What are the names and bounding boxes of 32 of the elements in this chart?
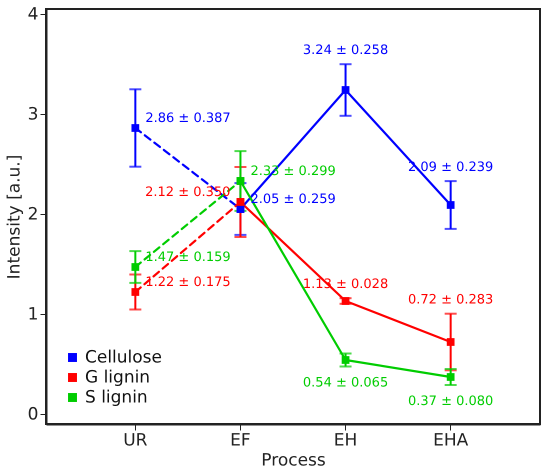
x-tick-label: EF <box>230 430 251 450</box>
data-label: 2.12 ± 0.350 <box>145 185 230 200</box>
data-label: 0.72 ± 0.283 <box>408 292 494 308</box>
point <box>236 177 244 185</box>
x-tick-label: UR <box>123 430 148 450</box>
point <box>131 124 140 132</box>
x-tick-label: EH <box>334 430 358 450</box>
point <box>342 297 350 305</box>
point <box>446 338 455 346</box>
point <box>131 288 140 296</box>
x-tick-label: EHA <box>433 430 469 450</box>
y-tick-label: 1 <box>28 304 38 324</box>
data-label: 0.54 ± 0.065 <box>302 376 388 390</box>
point <box>131 263 140 271</box>
point <box>342 356 350 364</box>
point <box>236 198 244 206</box>
point <box>342 86 350 94</box>
data-label: 3.24 ± 0.258 <box>302 43 388 58</box>
y-tick-label: 2 <box>28 204 38 224</box>
legend-label: Cellulose <box>85 348 162 368</box>
data-label: 0.37 ± 0.080 <box>408 394 494 409</box>
y-tick-label: 3 <box>28 104 38 124</box>
x-axis-title: Process <box>261 450 326 470</box>
point <box>446 373 455 381</box>
point <box>446 201 455 209</box>
y-tick-label: 0 <box>28 404 38 424</box>
legend-label: G lignin <box>85 368 150 388</box>
legend-label: S lignin <box>85 388 148 408</box>
y-axis-title: Intensity [a.u.] <box>4 154 25 280</box>
data-label: 2.86 ± 0.387 <box>145 111 231 126</box>
y-tick-label: 4 <box>28 4 38 24</box>
data-label: 1.22 ± 0.175 <box>145 275 231 290</box>
